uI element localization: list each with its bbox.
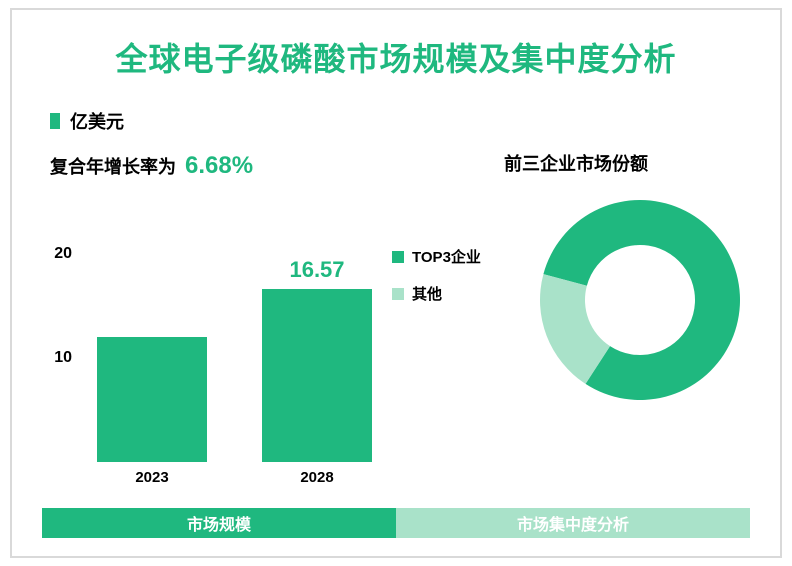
donut-chart	[530, 190, 750, 410]
cagr-prefix: 复合年增长率为	[50, 157, 176, 177]
footer-tabs: 市场规模市场集中度分析	[42, 508, 750, 538]
donut-legend-label: TOP3企业	[412, 246, 481, 267]
unit-legend-label: 亿美元	[70, 108, 124, 134]
content-frame: 全球电子级磷酸市场规模及集中度分析 亿美元 复合年增长率为 6.68% 10 20…	[10, 8, 782, 558]
donut-legend-label: 其他	[412, 283, 442, 304]
bar-chart: 10 20 2023 16.57 2028	[42, 190, 402, 496]
bar	[262, 289, 372, 462]
donut-legend-swatch	[392, 288, 404, 300]
cagr-value: 6.68%	[185, 152, 253, 179]
donut-legend-item: TOP3企业	[392, 246, 481, 267]
donut-legend-item: 其他	[392, 283, 481, 304]
donut-legend-swatch	[392, 251, 404, 263]
unit-legend-swatch	[50, 113, 60, 129]
main-title: 全球电子级磷酸市场规模及集中度分析	[42, 34, 750, 80]
bar-category-label: 2028	[262, 469, 372, 486]
bar-ytick: 10	[42, 349, 72, 367]
donut-title: 前三企业市场份额	[402, 150, 750, 176]
page-root: 全球电子级磷酸市场规模及集中度分析 亿美元 复合年增长率为 6.68% 10 20…	[0, 0, 792, 566]
bar-value-label: 16.57	[262, 257, 372, 283]
donut-legend: TOP3企业其他	[392, 230, 481, 320]
bar-category-label: 2023	[97, 469, 207, 486]
bar-ytick: 20	[42, 245, 72, 263]
footer-segment: 市场集中度分析	[396, 508, 750, 538]
unit-legend: 亿美元	[50, 108, 750, 134]
footer-segment: 市场规模	[42, 508, 396, 538]
donut-chart-area: 前三企业市场份额 TOP3企业其他	[402, 190, 750, 496]
charts-row: 10 20 2023 16.57 2028 前三企业市场份额 TOP3企业其他	[42, 190, 750, 496]
bar	[97, 337, 207, 462]
